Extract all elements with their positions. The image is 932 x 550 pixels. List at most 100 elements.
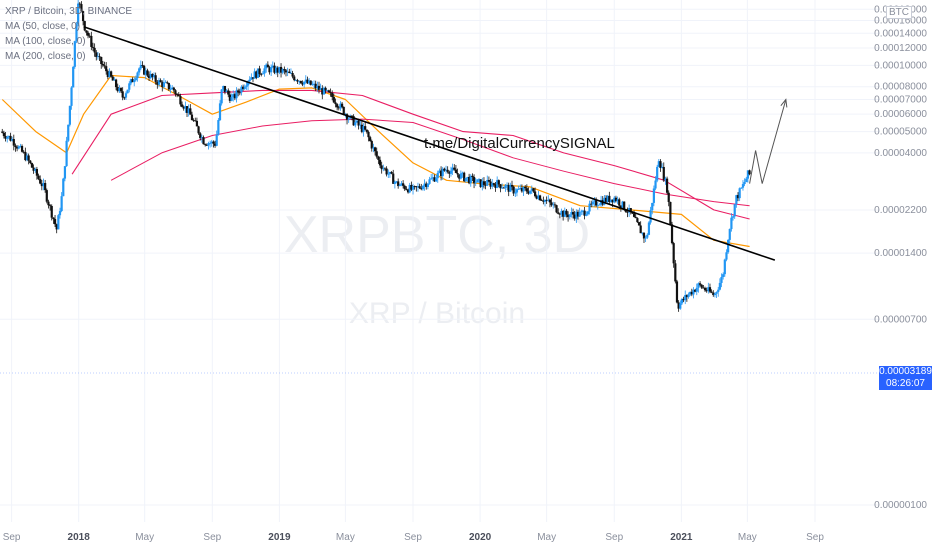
candle-body [550,202,553,206]
candle-body [291,72,294,77]
candle-body [527,191,530,194]
candle-body [581,210,585,212]
candle-body [4,136,7,139]
candles-series [1,0,751,312]
ma50-legend[interactable]: MA (50, close, 0) [5,21,81,32]
candle-body [222,85,225,90]
candle-body [530,188,533,191]
x-tick-label: 2018 [68,532,91,543]
candle-body [512,186,515,194]
candle-body [251,77,255,79]
candle-body [713,293,717,296]
candle-body [42,182,45,187]
candle-body [25,155,29,161]
candle-body [101,64,104,66]
currency-badge[interactable]: BTC [886,6,912,19]
candle-body [266,64,269,68]
candle-body [476,179,479,183]
candle-body [357,120,360,126]
ma200-legend[interactable]: MA (200, close, 0) [5,51,86,62]
candle-body [540,200,543,202]
candle-body [517,189,520,190]
candle-body [301,83,304,85]
candle-body [425,183,428,188]
candle-body [595,200,598,206]
candle-body [481,181,484,188]
candle-body [90,35,93,47]
candle-body [672,243,675,264]
candle-body [684,295,687,301]
candle-body [421,185,425,190]
candle-body [12,139,15,146]
candle-body [392,173,395,184]
candle-body [380,165,383,170]
candle-body [634,216,637,219]
annotation-text[interactable]: t.me/DigitalCurrencySIGNAL [424,135,615,152]
candle-body [237,90,240,93]
candle-body [598,204,601,206]
candle-body [34,168,37,171]
candle-body [373,147,377,152]
candle-body [202,137,205,145]
candle-body [558,213,561,215]
candle-body [507,184,510,192]
ma200-path [110,118,750,207]
candle-body [232,94,235,98]
candle-body [265,64,268,69]
candle-body [410,184,413,190]
candle-body [375,151,378,157]
candle-body [586,211,589,215]
candle-body [304,79,307,82]
candle-body [359,124,362,126]
candle-body [144,70,147,75]
candle-body [91,46,95,48]
candle-body [364,126,367,130]
y-axis[interactable]: 0.00000100 0.00000700 0.00001400 0.00002200… [874,4,927,511]
candle-body [53,219,57,225]
y-tick-label: 0.00008000 [874,82,927,93]
candle-body [618,199,621,206]
x-axis[interactable]: Sep 2018 May Sep 2019 May Sep 2020 May Sep 2021 May… [3,532,825,543]
candle-body [134,78,137,81]
candle-body [149,73,152,79]
y-tick-label: 0.00016000 [874,16,927,27]
candle-body [532,188,535,192]
trendline[interactable] [83,25,776,261]
candle-body [562,210,565,217]
candle-body [553,204,556,206]
candle-body [322,87,326,95]
projection-path[interactable] [749,98,788,184]
candle-body [80,4,83,12]
candle-body [55,224,58,230]
candle-body [228,94,232,101]
candle-body [212,141,215,144]
y-tick-label: 0.00005000 [874,127,927,138]
candle-body [312,83,316,85]
candle-body [649,210,652,223]
x-tick-label: Sep [605,532,623,543]
candle-body [494,184,497,188]
x-tick-label: Sep [203,532,221,543]
candle-body [621,201,624,208]
candle-body [347,118,350,120]
candle-body [367,131,370,138]
candle-body [113,79,116,81]
candle-body [138,68,141,73]
candle-body [611,199,614,203]
candle-body [136,72,139,79]
candle-body [423,183,426,186]
candle-body [431,177,434,179]
symbol-line[interactable]: XRP / Bitcoin, 3D, BINANCE [5,6,133,17]
y-tick-label: 0.00001400 [874,248,927,259]
candle-body [418,186,421,189]
candle-body [45,190,48,202]
candle-body [63,166,67,179]
candle-body [337,107,340,109]
candle-body [667,192,670,202]
candle-body [319,88,322,90]
candle-body [377,156,380,160]
candle-body [492,183,495,185]
candle-body [37,175,40,179]
ma100-legend[interactable]: MA (100, close, 0) [5,36,86,47]
